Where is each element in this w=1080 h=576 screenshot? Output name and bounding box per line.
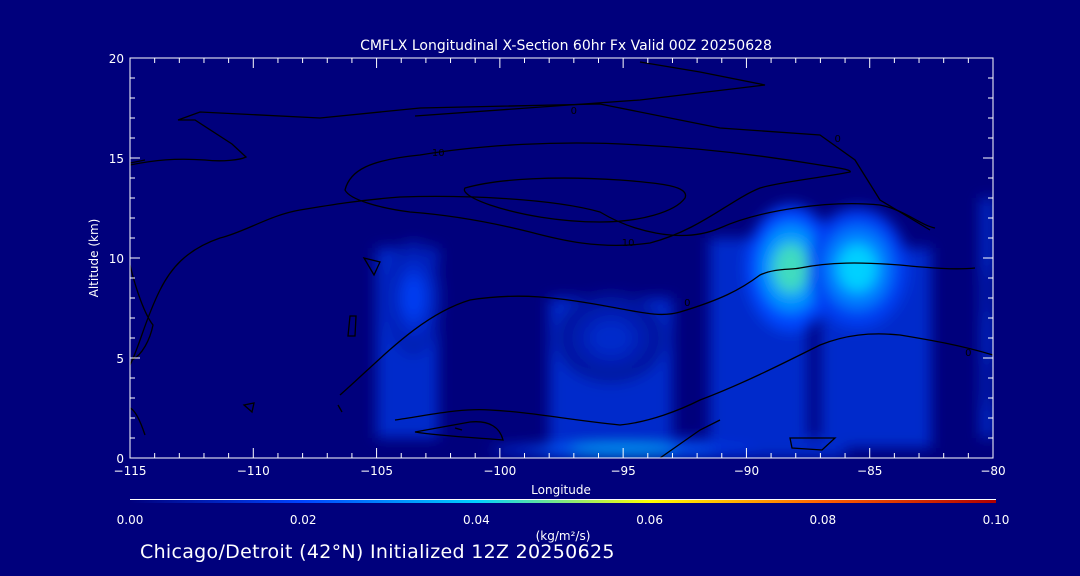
contour-line (414, 421, 504, 441)
contour-line (130, 159, 146, 164)
axes: −115 −110 −105 −100 −95 −90 −85 −80 0 5 10 15 20 (109, 52, 1006, 478)
footer-caption: Chicago/Detroit (42°N) Initialized 12Z 2… (140, 541, 615, 563)
x-tick-label: −85 (857, 464, 882, 478)
colorbar-tick-label: 0.08 (809, 513, 836, 527)
contour-line (344, 142, 851, 247)
contour-label: 0 (965, 348, 971, 359)
y-tick-label: 20 (109, 52, 124, 66)
contour-line (339, 262, 976, 396)
x-tick-label: −95 (610, 464, 635, 478)
contour-line (394, 333, 993, 426)
x-tick-label: −105 (360, 464, 393, 478)
y-tick-label: 15 (109, 152, 124, 166)
contour-label: 10 (432, 148, 445, 159)
colorbar-tick-label: 0.02 (290, 513, 317, 527)
contour-line (347, 315, 357, 337)
x-tick-label: −80 (980, 464, 1005, 478)
contour-line (454, 427, 463, 431)
contour-line (362, 256, 381, 277)
x-tick-label: −100 (483, 464, 516, 478)
x-axis-label: Longitude (531, 483, 591, 497)
contour-line (242, 402, 255, 414)
flux-field (376, 198, 993, 458)
flux-core (773, 242, 809, 294)
contour-line (789, 437, 837, 451)
contour-label: 10 (622, 238, 635, 249)
contour-label: 0 (834, 134, 840, 145)
chart-title: CMFLX Longitudinal X-Section 60hr Fx Val… (360, 38, 772, 54)
flux-core (588, 320, 634, 356)
contour-label: 0 (571, 106, 577, 117)
contour-line (337, 404, 343, 413)
colorbar-tick-label: 0.00 (117, 513, 144, 527)
contour-line (130, 103, 931, 231)
contour-labels: 0 10 0 10 0 0 (432, 106, 972, 359)
contour-line (414, 61, 766, 117)
flux-core (402, 275, 425, 321)
contour-line (659, 419, 721, 458)
colorbar-tick-label: 0.06 (636, 513, 663, 527)
y-tick-label: 0 (116, 452, 124, 466)
colorbar-tick-label: 0.04 (463, 513, 490, 527)
x-tick-label: −110 (237, 464, 270, 478)
colorbar: 0.00 0.02 0.04 0.06 0.08 0.10 (117, 499, 1010, 527)
x-tick-label: −115 (114, 464, 147, 478)
contour-line (130, 264, 154, 361)
contour-lines (130, 61, 993, 458)
y-tick-label: 10 (109, 252, 124, 266)
colorbar-label: (kg/m²/s) (536, 529, 591, 543)
flux-core (837, 244, 878, 292)
contour-label: 0 (684, 298, 690, 309)
x-tick-label: −90 (734, 464, 759, 478)
contour-line (463, 177, 687, 223)
contour-line (130, 407, 146, 436)
contour-line (130, 195, 936, 366)
colorbar-tick-label: 0.10 (983, 513, 1010, 527)
y-axis-label: Altitude (km) (87, 219, 101, 298)
y-tick-label: 5 (116, 352, 124, 366)
colorbar-gradient (130, 500, 996, 503)
